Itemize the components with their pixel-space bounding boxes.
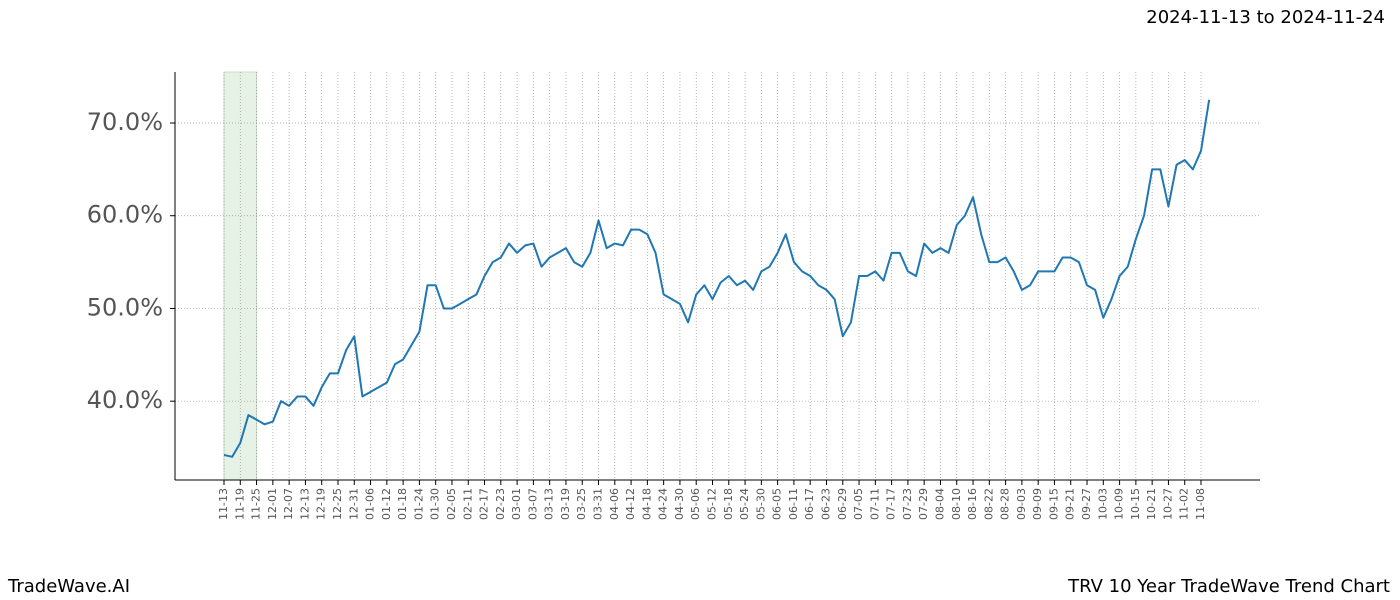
x-tick-label: 01-18 xyxy=(396,488,409,520)
x-tick-label: 12-25 xyxy=(331,488,344,520)
x-tick-label: 01-06 xyxy=(364,488,377,520)
x-tick-label: 09-09 xyxy=(1031,488,1044,520)
x-tick-label: 03-13 xyxy=(543,488,556,520)
x-tick-label: 03-07 xyxy=(526,488,539,520)
x-tick-label: 12-01 xyxy=(266,488,279,520)
y-tick-label: 60.0% xyxy=(87,201,163,229)
x-tick-label: 05-12 xyxy=(706,488,719,520)
x-tick-label: 07-17 xyxy=(885,488,898,520)
x-tick-label: 10-15 xyxy=(1129,488,1142,520)
x-tick-label: 03-31 xyxy=(592,488,605,520)
plot-area: 40.0% 50.0% 60.0% 70.0% 11-13 11-19 11-25 12-01… xyxy=(87,71,1260,520)
x-tick-label: 02-05 xyxy=(445,488,458,520)
brand: TradeWave.AI xyxy=(7,576,130,597)
x-tick-label: 06-11 xyxy=(787,488,800,520)
chart-title: TRV 10 Year TradeWave Trend Chart xyxy=(1067,576,1390,597)
x-tick-label: 04-12 xyxy=(624,488,637,520)
x-tick-label: 12-31 xyxy=(347,488,360,520)
x-tick-label: 02-11 xyxy=(461,488,474,520)
x-tick-label: 02-23 xyxy=(494,488,507,520)
x-tick-label: 03-25 xyxy=(575,488,588,520)
x-tick-label: 05-30 xyxy=(754,488,767,520)
x-tick-label: 07-29 xyxy=(917,488,930,520)
x-tick-label: 07-05 xyxy=(852,488,865,520)
x-tick-label: 05-06 xyxy=(689,488,702,520)
x-tick-label: 04-30 xyxy=(673,488,686,520)
x-tick-label: 10-03 xyxy=(1096,488,1109,520)
x-tick-label: 08-16 xyxy=(966,488,979,520)
x-tick-label: 06-05 xyxy=(771,488,784,520)
x-tick-label: 11-13 xyxy=(217,488,230,520)
x-tick-label: 09-15 xyxy=(1047,488,1060,520)
x-tick-label: 08-10 xyxy=(950,488,963,520)
x-tick-label: 09-21 xyxy=(1064,488,1077,520)
x-tick-label: 05-18 xyxy=(722,488,735,520)
x-tick-label: 08-22 xyxy=(982,488,995,520)
x-tick-label: 09-27 xyxy=(1080,488,1093,520)
x-tick-label: 02-17 xyxy=(478,488,491,520)
x-tick-label: 12-13 xyxy=(298,488,311,520)
date-range: 2024-11-13 to 2024-11-24 xyxy=(1146,7,1385,28)
x-tick-label: 01-24 xyxy=(412,488,425,520)
x-tick-label: 06-17 xyxy=(803,488,816,520)
x-tick-label: 09-03 xyxy=(1015,488,1028,520)
x-tick-label: 08-28 xyxy=(999,488,1012,520)
x-tick-label: 01-12 xyxy=(380,488,393,520)
x-tick-label: 07-11 xyxy=(868,488,881,520)
trend-line xyxy=(223,99,1211,458)
x-tick-label: 11-02 xyxy=(1178,488,1191,520)
x-tick-label: 11-19 xyxy=(233,488,246,520)
x-tick-label: 11-08 xyxy=(1194,488,1207,520)
x-tick-label: 12-07 xyxy=(282,488,295,520)
y-tick-label: 50.0% xyxy=(87,293,163,321)
x-tick-label: 06-23 xyxy=(819,488,832,520)
x-tick-label: 04-18 xyxy=(640,488,653,520)
x-tick-label: 01-30 xyxy=(429,488,442,520)
y-tick-label: 70.0% xyxy=(87,108,163,136)
x-tick-label: 05-24 xyxy=(738,488,751,520)
x-tick-label: 10-21 xyxy=(1145,488,1158,520)
x-tick-label: 10-09 xyxy=(1113,488,1126,520)
y-tick-label: 40.0% xyxy=(87,386,163,414)
x-tick-label: 12-19 xyxy=(315,488,328,520)
x-tick-label: 08-04 xyxy=(933,488,946,520)
x-tick-label: 06-29 xyxy=(836,488,849,520)
x-tick-label: 04-06 xyxy=(608,488,621,520)
x-tick-label: 04-24 xyxy=(657,488,670,520)
x-tick-label: 03-01 xyxy=(510,488,523,520)
x-tick-label: 03-19 xyxy=(559,488,572,520)
x-tick-label: 11-25 xyxy=(250,488,263,520)
x-tick-label: 10-27 xyxy=(1161,488,1174,520)
x-tick-label: 07-23 xyxy=(901,488,914,520)
